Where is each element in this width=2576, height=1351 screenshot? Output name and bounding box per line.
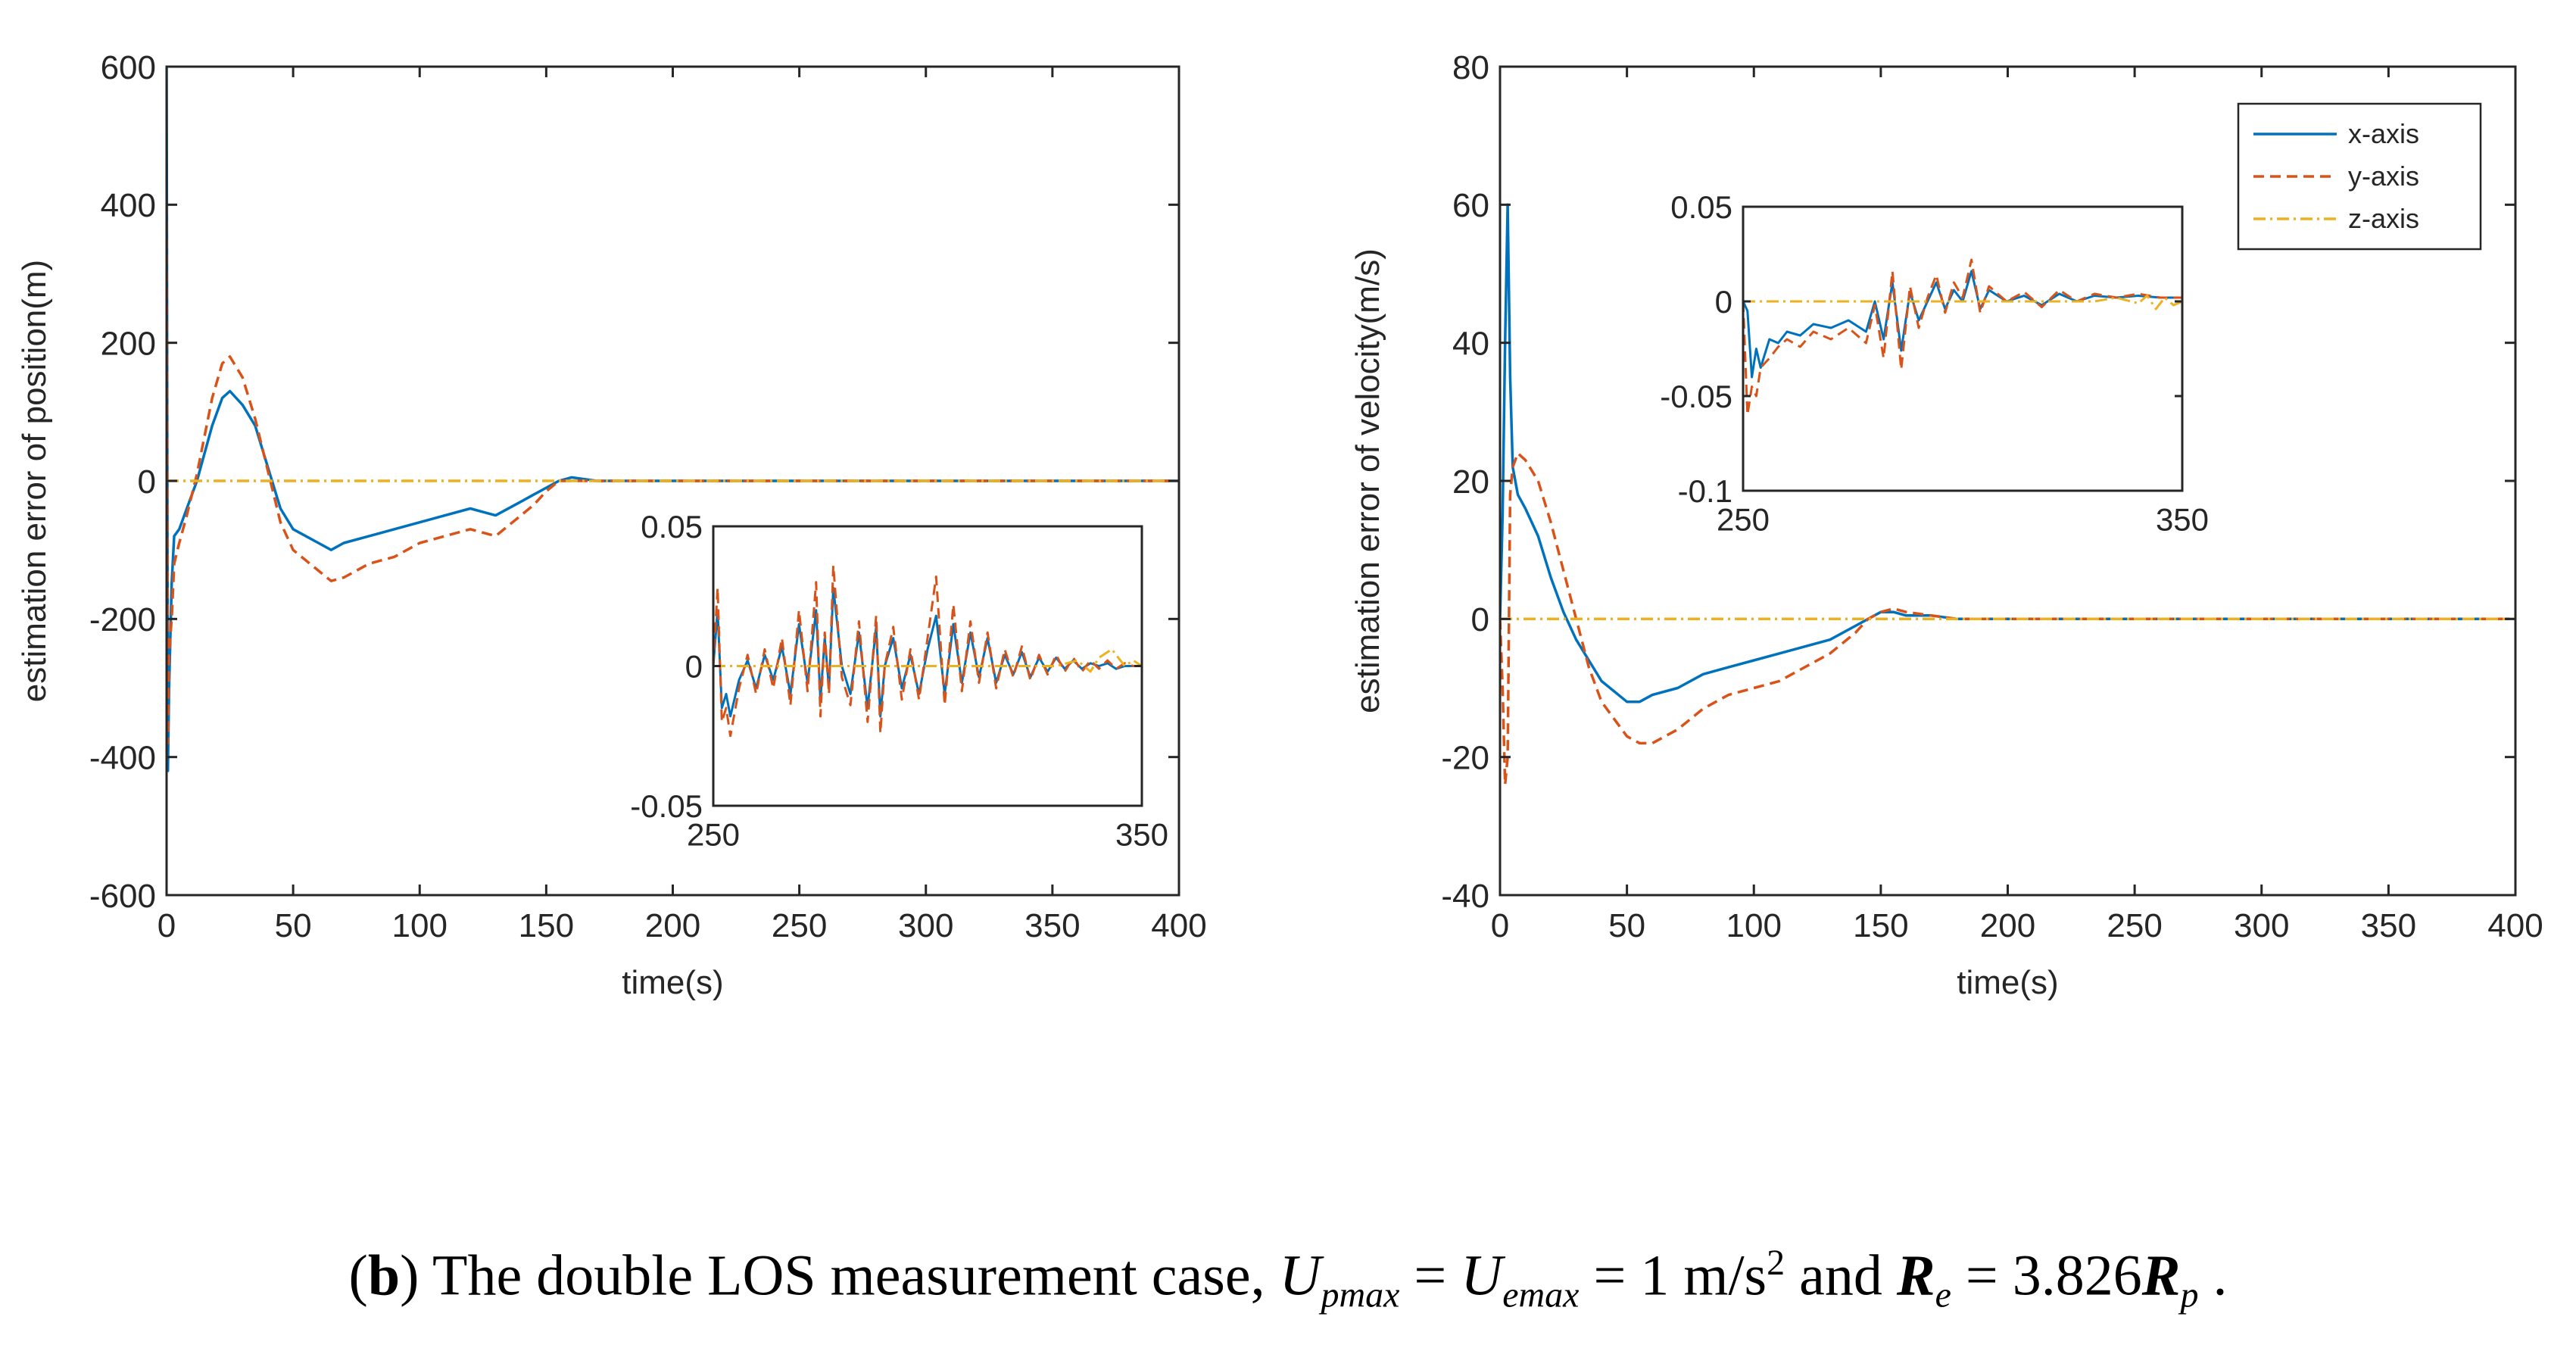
position-inset: 250 350 -0.05 0 0.05 (630, 509, 1168, 852)
position-xtick-label: 300 (898, 907, 953, 944)
velocity-inset-axes-frame (1742, 205, 2184, 492)
caption-pmax-sub: pmax (1321, 1275, 1400, 1315)
velocity-chart: 0 50 100 150 200 250 300 350 400 -40 -20 0 20 40 60 80 t… (1349, 49, 2543, 1001)
caption-eq2: = 1 m/s (1579, 1243, 1767, 1308)
velocity-ytick-label: -20 (1441, 740, 1489, 777)
velocity-ytick-label: 60 (1452, 187, 1489, 224)
velocity-inset-series-y-axis (1743, 258, 2182, 417)
position-xtick-label: 400 (1151, 907, 1206, 944)
velocity-inset-plot-area (1743, 207, 2182, 491)
position-ylabel: estimation error of position(m) (16, 260, 53, 702)
position-xtick-label: 250 (772, 907, 827, 944)
velocity-xtick-label: 0 (1491, 907, 1509, 944)
velocity-xtick-label: 350 (2361, 907, 2416, 944)
velocity-xtick-label: 200 (1980, 907, 2035, 944)
position-ytick-label: -200 (89, 601, 156, 638)
caption-eq1: = (1399, 1243, 1461, 1308)
velocity-inset-ytick-label: 0 (1715, 284, 1732, 320)
caption-eq3: = 3.826 (1951, 1243, 2142, 1308)
caption-text: The double LOS measurement case, (419, 1243, 1280, 1308)
legend-label-y-axis: y-axis (2348, 161, 2419, 192)
position-ytick-label: 400 (101, 187, 156, 224)
position-xtick-label: 350 (1024, 907, 1080, 944)
velocity-inset-ytick-label: 0.05 (1670, 189, 1732, 225)
legend-label-x-axis: x-axis (2348, 118, 2419, 149)
caption-end: . (2198, 1243, 2228, 1308)
velocity-inset-ytick-label: -0.05 (1660, 379, 1732, 414)
position-inset-ytick-label: 0 (685, 649, 703, 685)
velocity-ylabel: estimation error of velocity(m/s) (1349, 248, 1386, 713)
velocity-inset-xtick-label: 250 (1717, 502, 1770, 538)
velocity-inset-ytick-label: -0.1 (1678, 473, 1732, 509)
velocity-inset-series-x-axis (1743, 270, 2182, 379)
velocity-inset-xtick-label: 350 (2156, 502, 2209, 538)
legend-label-z-axis: z-axis (2348, 203, 2419, 234)
caption-emax-sub: emax (1502, 1275, 1580, 1315)
caption-squared: 2 (1767, 1243, 1785, 1283)
position-ytick-label: 200 (101, 326, 156, 363)
caption-letter: b (367, 1243, 401, 1308)
position-xtick-label: 100 (392, 907, 448, 944)
caption-u-symbol: U (1279, 1243, 1321, 1308)
velocity-inset: 250 350 -0.1 -0.05 0 0.05 (1660, 189, 2209, 537)
position-xtick-label: 50 (275, 907, 312, 944)
caption-e-sub: e (1935, 1275, 1951, 1315)
velocity-xtick-label: 50 (1608, 907, 1645, 944)
velocity-xtick-label: 400 (2487, 907, 2543, 944)
position-ytick-label: -400 (89, 740, 156, 777)
position-inset-series-y-axis (713, 564, 1142, 738)
position-xtick-label: 200 (645, 907, 700, 944)
figure-caption: (b) The double LOS measurement case, Upm… (0, 1242, 2576, 1316)
velocity-ytick-label: 40 (1452, 326, 1489, 363)
velocity-xtick-label: 300 (2234, 907, 2289, 944)
position-xlabel: time(s) (622, 964, 723, 1001)
position-ytick-label: -600 (89, 878, 156, 915)
velocity-ytick-label: 80 (1452, 49, 1489, 86)
velocity-inset-series-z-axis (1743, 295, 2182, 310)
caption-paren-close: ) (400, 1243, 419, 1308)
velocity-xtick-label: 250 (2107, 907, 2162, 944)
position-chart: 0 50 100 150 200 250 300 350 400 -600 -400 -200 0 200… (16, 49, 1207, 1001)
position-xtick-label: 150 (519, 907, 574, 944)
position-inset-xtick-label: 250 (687, 817, 740, 853)
velocity-legend: x-axis y-axis z-axis (2237, 102, 2482, 251)
position-inset-ytick-label: 0.05 (641, 509, 703, 544)
caption-p-sub: p (2180, 1275, 2199, 1315)
caption-r-symbol: R (1896, 1243, 1935, 1308)
caption-paren-open: ( (348, 1243, 368, 1308)
position-ytick-label: 600 (101, 49, 156, 86)
caption-and: and (1785, 1243, 1897, 1308)
velocity-ytick-label: 20 (1452, 463, 1489, 501)
position-inset-xtick-label: 350 (1115, 817, 1168, 853)
velocity-xlabel: time(s) (1957, 964, 2058, 1001)
position-inset-ytick-label: -0.05 (630, 788, 703, 824)
velocity-xtick-label: 100 (1726, 907, 1782, 944)
position-ytick-label: 0 (138, 463, 156, 501)
velocity-xtick-label: 150 (1853, 907, 1908, 944)
velocity-ytick-label: 0 (1471, 601, 1489, 638)
position-xtick-label: 0 (157, 907, 176, 944)
caption-r-symbol-2: R (2141, 1243, 2181, 1308)
velocity-ytick-label: -40 (1441, 878, 1489, 915)
caption-u-symbol-2: U (1461, 1243, 1503, 1308)
